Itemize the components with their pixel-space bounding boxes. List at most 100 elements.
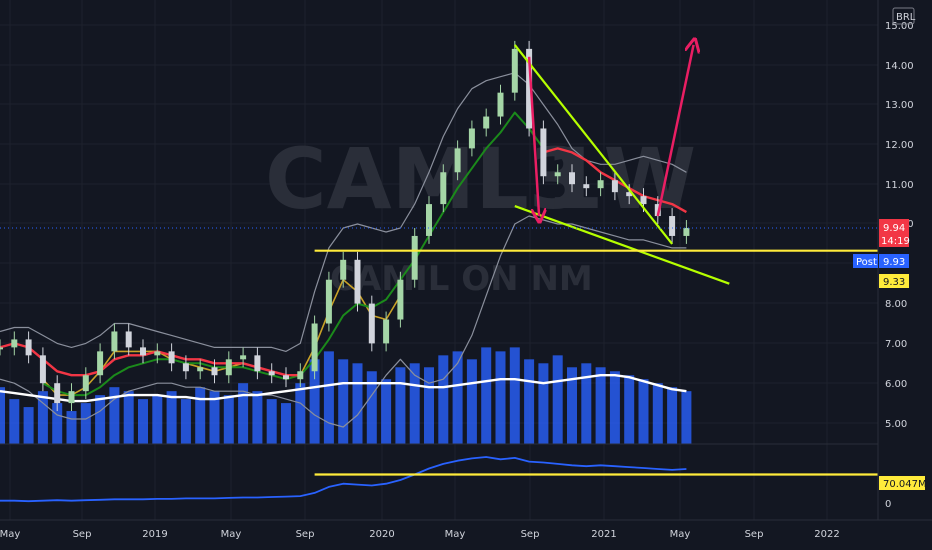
price-candle-body: [368, 303, 375, 344]
volume-bar: [238, 383, 249, 444]
volume-bar: [452, 351, 463, 444]
time-tick-label: Sep: [521, 529, 540, 540]
time-tick-label: Sep: [296, 529, 315, 540]
price-candle-body: [254, 355, 261, 372]
price-tick-label: 15.00: [885, 21, 914, 32]
price-candle-body: [168, 351, 175, 364]
price-candle-body: [640, 196, 647, 205]
series-ema_green-line: [42, 111, 545, 397]
price-candle-body: [182, 363, 189, 372]
price-candle-body: [526, 48, 533, 129]
volume-bar: [66, 411, 77, 444]
volume-bar: [652, 383, 663, 444]
price-candle-body: [583, 184, 590, 189]
volume-bar: [466, 359, 477, 444]
price-tags: 9.94 14:19 Post 9.93 9.33 70.047M: [853, 219, 927, 490]
forecast-arrow-down: [527, 56, 539, 216]
time-tick-label: 2021: [591, 529, 616, 540]
price-tick-label: 11.00: [885, 180, 914, 191]
volume-bar: [338, 359, 349, 444]
volume-bar: [23, 407, 34, 444]
price-candle-body: [426, 204, 432, 236]
price-candle-body: [39, 355, 46, 384]
price-candle-body: [611, 180, 618, 193]
volume-bar: [581, 363, 592, 444]
price-candle-body: [268, 371, 275, 376]
price-candle-body: [97, 351, 104, 376]
post-price-tag: [879, 254, 909, 268]
price-candle-body: [440, 172, 447, 205]
time-axis[interactable]: May Sep 2019 May Sep 2020 May Sep 2021 May Sep 2022: [0, 529, 840, 540]
price-candle-body: [225, 359, 232, 376]
price-candle-body: [211, 367, 218, 376]
price-candle-body: [325, 279, 332, 324]
time-tick-label: May: [0, 529, 20, 540]
price-tick-label: 6.00: [885, 379, 907, 390]
price-candles: [0, 40, 690, 412]
volume-bar: [381, 379, 392, 444]
volume-bar: [395, 367, 406, 444]
price-candle-body: [340, 259, 347, 280]
volume-bar: [281, 403, 291, 444]
volume-bar: [409, 363, 420, 444]
volume-bar: [152, 395, 163, 444]
price-candle-body: [68, 391, 75, 404]
volume-bar: [80, 403, 91, 444]
price-tick-label: 13.00: [885, 100, 914, 111]
price-candle-body: [497, 92, 504, 117]
volume-bar: [609, 371, 620, 444]
upper-wedge-line: [513, 44, 673, 245]
volume-bar: [0, 387, 5, 444]
price-candle-body: [11, 339, 18, 348]
series-bb_lower-line: [0, 215, 687, 428]
volume-bar: [595, 367, 606, 444]
volume-bar: [109, 387, 120, 444]
volume-bar: [195, 387, 206, 444]
price-candle-body: [82, 375, 89, 392]
price-tick-label: 7.00: [885, 339, 907, 350]
price-candle-body: [483, 116, 490, 129]
price-tick-label: 14.00: [885, 61, 914, 72]
price-tick-label: 12.00: [885, 140, 914, 151]
time-tick-label: Sep: [745, 529, 764, 540]
volume-bar: [37, 391, 48, 444]
volume-bar: [266, 399, 277, 444]
price-candle-body: [569, 172, 575, 185]
price-candle-body: [511, 48, 518, 93]
volume-ma-tag: [879, 476, 925, 490]
level-price-value: 9.33: [883, 277, 905, 288]
price-candle-body: [683, 227, 690, 236]
series-indicator-line: [0, 456, 687, 503]
volume-bar: [295, 383, 306, 444]
currency-badge[interactable]: BRL: [892, 7, 916, 25]
post-label: Post: [856, 257, 877, 268]
price-candle-body: [540, 128, 547, 177]
time-tick-label: Sep: [73, 529, 92, 540]
price-candle-body: [140, 347, 146, 356]
volume-bar: [681, 391, 692, 444]
last-price-tag: [879, 219, 909, 247]
lower-wedge-line: [514, 205, 730, 285]
price-candle-body: [240, 355, 247, 360]
volume-bar: [180, 399, 191, 444]
time-tick-label: 2020: [369, 529, 394, 540]
price-candle-body: [397, 279, 404, 320]
volume-bar: [552, 355, 563, 444]
volume-bar: [95, 395, 106, 444]
last-price-time: 14:19: [881, 236, 910, 247]
volume-bar: [166, 391, 177, 444]
series-vol_ma-line: [0, 374, 687, 403]
annotations: [314, 44, 878, 476]
time-tick-label: May: [670, 529, 691, 540]
volume-bar: [481, 347, 492, 444]
volume-bar: [138, 399, 148, 444]
indicator-tick-label: 0: [885, 499, 891, 510]
volume-bar: [567, 367, 577, 444]
volume-bar: [638, 379, 649, 444]
time-tick-label: 2022: [814, 529, 839, 540]
volume-bar: [352, 363, 363, 444]
volume-bar: [323, 351, 334, 444]
price-candle-body: [154, 351, 161, 356]
